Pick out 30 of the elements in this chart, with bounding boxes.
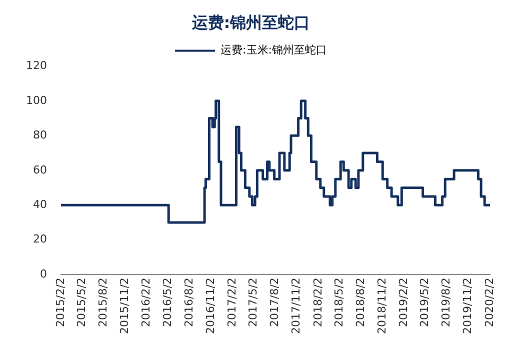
x-tick-label: 2016/8/2	[182, 278, 196, 328]
y-tick-label: 40	[32, 198, 47, 211]
x-tick-label: 2017/11/2	[290, 278, 303, 334]
x-tick-label: 2016/11/2	[204, 278, 217, 334]
y-tick-label: 0	[40, 267, 47, 280]
x-tick-label: 2019/8/2	[440, 278, 453, 328]
x-tick-label: 2018/2/2	[311, 278, 324, 328]
y-tick-label: 100	[26, 94, 47, 107]
y-tick-label: 60	[32, 163, 47, 176]
x-tick-label: 2019/5/2	[418, 278, 432, 328]
x-tick-label: 2018/8/2	[354, 278, 367, 328]
x-tick-label: 2017/8/2	[268, 278, 282, 328]
x-tick-label: 2015/11/2	[118, 278, 131, 334]
x-tick-label: 2015/8/2	[96, 278, 110, 328]
x-tick-label: 2017/5/2	[246, 278, 260, 328]
x-tick-label: 2016/5/2	[160, 278, 174, 328]
x-tick-label: 2015/2/2	[54, 278, 67, 328]
chart-title: 运费:锦州至蛇口	[190, 12, 310, 32]
x-tick-label: 2020/2/2	[482, 278, 496, 328]
x-tick-label: 2016/2/2	[140, 278, 153, 328]
y-tick-label: 120	[26, 59, 47, 72]
legend-label: 运费:玉米:锦州至蛇口	[220, 44, 327, 57]
x-tick-label: 2018/11/2	[375, 278, 388, 334]
x-tick-label: 2017/2/2	[226, 278, 239, 328]
y-tick-label: 80	[32, 128, 47, 142]
x-tick-label: 2019/2/2	[397, 278, 410, 328]
x-tick-label: 2019/11/2	[461, 278, 474, 334]
x-tick-label: 2015/5/2	[74, 278, 88, 328]
x-tick-label: 2018/5/2	[332, 278, 346, 328]
y-tick-label: 20	[32, 232, 47, 246]
